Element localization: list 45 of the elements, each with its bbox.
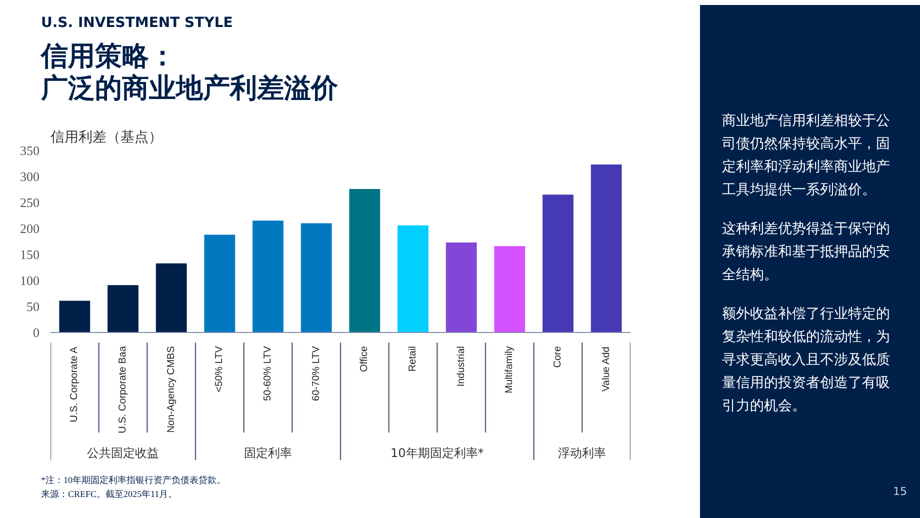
y-tick-label: 100 — [20, 273, 40, 288]
text: *注：10年期固定利率指银行资产负债表贷款。 — [41, 475, 226, 485]
x-tick-label: Value Add — [600, 346, 612, 392]
y-axis-title: 信用利差（基点） — [50, 130, 162, 146]
x-tick-label: <50% LTV — [214, 346, 226, 392]
text: 浮动利率 — [558, 446, 606, 460]
x-tick-label: Non-Agency CMBS — [166, 346, 177, 433]
text: 15 — [893, 484, 907, 500]
x-tick-label: Retail — [408, 346, 418, 372]
bar — [590, 164, 623, 332]
chart-title: 信用策略：广泛的商业地产利差溢价 — [41, 41, 338, 105]
y-tick-label: 150 — [20, 247, 40, 262]
bar — [493, 245, 526, 332]
x-tick-label: 60-70% LTV — [310, 346, 322, 401]
bar — [252, 220, 284, 332]
x-tick-label: Core — [552, 346, 564, 368]
x-tick-label: Office — [359, 346, 370, 372]
text: 10年期固定利率* — [390, 446, 484, 460]
bar — [154, 262, 188, 332]
bar — [444, 242, 478, 332]
x-tick-label: Industrial — [456, 346, 467, 387]
bar — [106, 284, 140, 332]
y-tick-label: 250 — [20, 195, 40, 210]
y-tick-label: 350 — [20, 143, 40, 158]
x-tick-label: 50-60% LTV — [262, 346, 274, 401]
source-note: 来源：CREFC。截至2025年11月。 — [41, 489, 178, 499]
text: 商业地产信用利差相较于公司债仍然保持较高水平，固定利率和浮动利率商业地产工具均提供一系列溢价。 — [722, 112, 891, 200]
text: 这种利差优势得益于保守的承销标准和基于抵押品的安全结构。 — [722, 220, 891, 285]
y-tick-label: 50 — [26, 299, 40, 314]
bar — [58, 300, 92, 332]
x-tick-label: U.S. Corporate Baa — [118, 346, 128, 434]
y-tick-label: 0 — [33, 325, 40, 340]
chart-subtitle: U.S. INVESTMENT STYLE — [41, 14, 233, 33]
bar — [396, 224, 430, 332]
text: 额外收益补偿了行业特定的复杂性和较低的流动性，为寻求更高收入且不涉及低质量信用的投资者创造了有吸引力的机会。 — [722, 305, 891, 416]
text: 公共固定收益 — [87, 446, 159, 460]
bar — [203, 234, 236, 332]
bar — [300, 222, 333, 332]
bar — [542, 194, 574, 332]
x-tick-label: Multifamily — [504, 346, 516, 394]
y-tick-label: 300 — [20, 169, 40, 184]
bar — [348, 188, 382, 332]
y-tick-label: 200 — [20, 221, 40, 236]
text: 固定利率 — [244, 446, 292, 460]
x-tick-label: U.S. Corporate A — [69, 346, 80, 422]
